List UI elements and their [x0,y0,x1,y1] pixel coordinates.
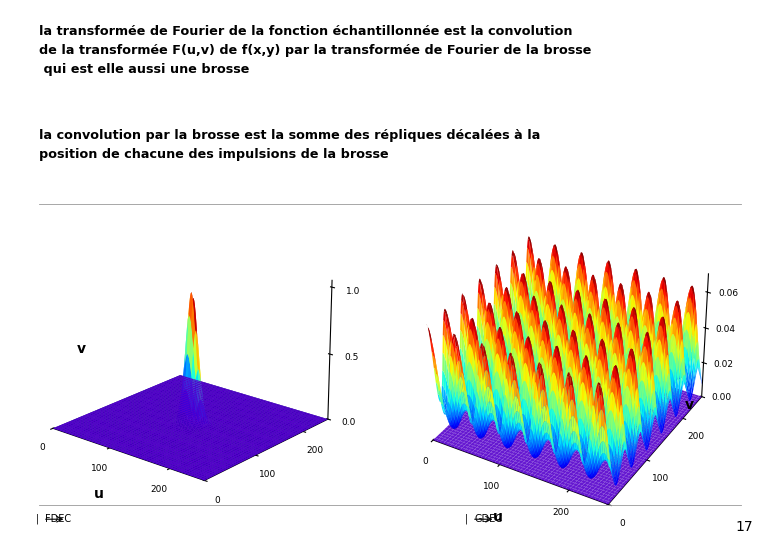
Text: |: | [465,514,468,524]
Text: v: v [685,398,693,412]
Text: v: v [76,342,85,356]
Text: 17: 17 [735,520,753,534]
Text: la convolution par la brosse est la somme des répliques décalées à la
position d: la convolution par la brosse est la somm… [39,129,541,161]
Text: |: | [36,514,39,524]
Text: GDEC: GDEC [474,514,502,524]
Text: la transformée de Fourier de la fonction échantillonnée est la convolution
de la: la transformée de Fourier de la fonction… [39,25,591,76]
X-axis label: u: u [493,510,503,524]
Text: FDEC: FDEC [45,514,71,524]
X-axis label: u: u [94,487,104,501]
